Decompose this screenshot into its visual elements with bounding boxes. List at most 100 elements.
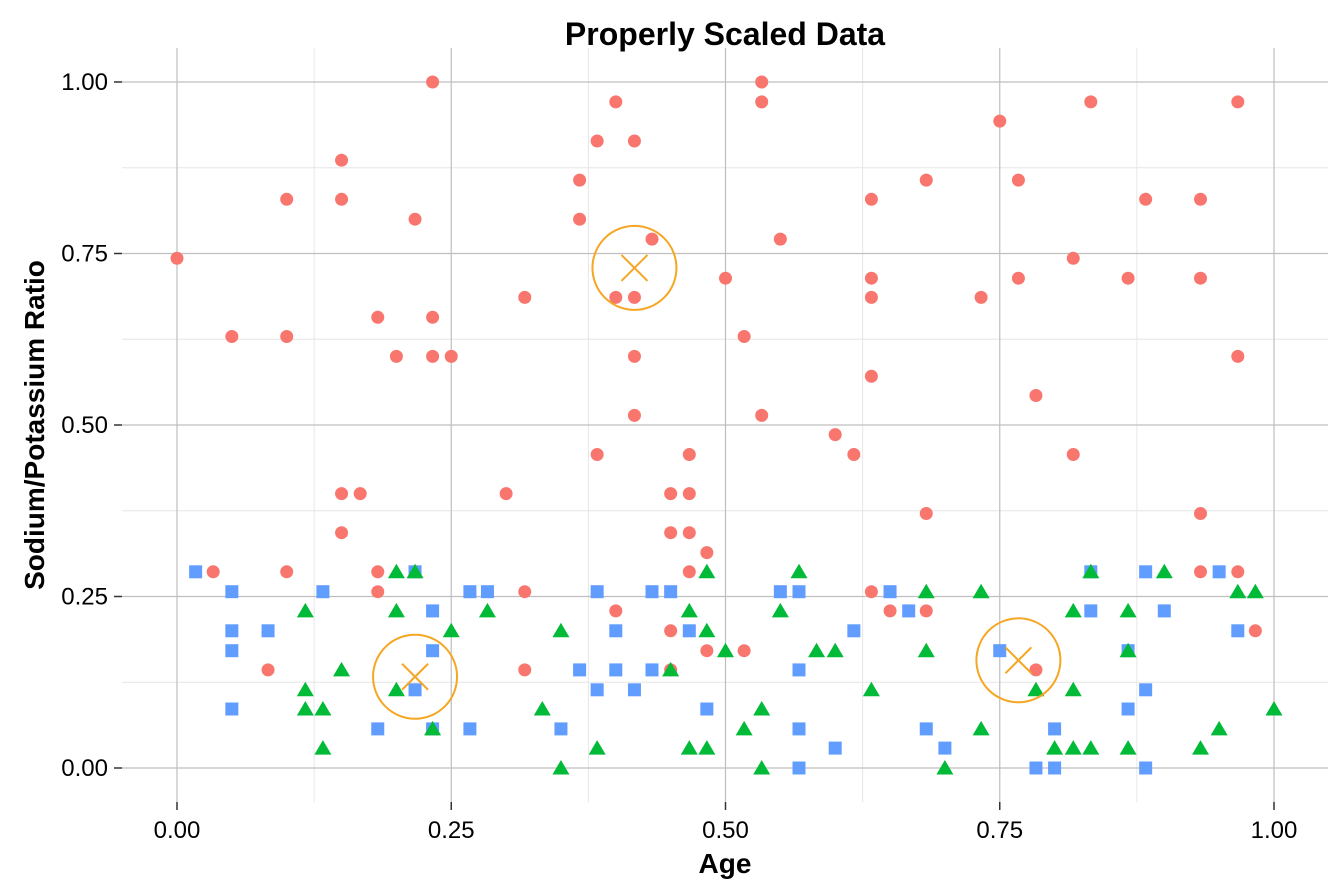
data-point-circle [700,644,714,658]
centroid-cross-stroke [620,254,649,282]
data-point-triangle [1210,720,1228,736]
data-point-circle [1139,192,1153,206]
data-point-square [1139,761,1153,775]
data-point-circle [1248,624,1262,638]
data-point-triangle [862,681,880,697]
data-point-triangle [387,681,405,697]
data-point-circle [919,506,933,520]
data-point-circle [371,310,385,324]
data-point-circle [864,271,878,285]
data-point-triangle [296,701,314,716]
data-point-square [609,624,623,638]
data-point-triangle [1265,701,1283,716]
data-point-square [847,624,861,638]
data-point-circle [335,487,349,501]
data-point-circle [864,290,878,304]
series-triangle [296,563,1283,775]
data-point-square [316,585,330,599]
data-point-triangle [753,760,771,775]
data-point-triangle [1119,602,1137,618]
data-point-circle [518,290,532,304]
tick-marks: 0.00 0.25 0.50 0.75 1.00 0.00 0.25 0.50 0.75 1.00 [61,69,1297,844]
data-point-square [1139,683,1153,697]
data-point-triangle [680,740,698,755]
data-point-triangle [808,642,826,658]
data-point-square [828,741,842,755]
data-point-circle [919,173,933,187]
data-point-triangle [972,583,990,599]
data-point-square [1084,604,1098,618]
data-point-triangle [1155,563,1173,579]
data-point-triangle [753,701,771,716]
data-point-circle [609,290,623,304]
data-point-triangle [314,740,332,755]
data-point-triangle [296,681,314,697]
data-point-circle [627,408,641,422]
data-point-triangle [406,563,424,579]
data-point-circle [755,95,769,109]
data-point-triangle [936,760,954,775]
data-point-square [627,683,641,697]
data-point-square [792,761,806,775]
data-point-square [609,663,623,677]
data-point-circle [1066,447,1080,461]
data-point-circle [1194,565,1208,579]
centroid-circle [372,633,459,720]
data-point-circle [1194,506,1208,520]
data-point-triangle [917,642,935,658]
data-point-square [1157,604,1171,618]
data-point-circle [847,447,861,461]
y-tick-label: 0.75 [61,241,108,268]
data-point-square [792,585,806,599]
data-point-square [408,683,422,697]
y-tick-label: 0.25 [61,584,108,611]
x-axis-title: Age [699,848,752,879]
data-point-triangle [424,720,442,736]
grid-lines [122,48,1328,802]
data-point-square [792,722,806,736]
data-point-circle [353,487,367,501]
data-point-triangle [1119,740,1137,755]
data-point-square [261,624,275,638]
x-tick-label: 0.00 [154,817,201,844]
x-tick-label: 1.00 [1251,817,1298,844]
data-point-triangle [1192,740,1210,755]
data-point-square [700,702,714,716]
data-point-square [463,585,477,599]
data-point-triangle [387,563,405,579]
data-point-circle [444,349,458,363]
data-point-square [938,741,952,755]
data-point-circle [1029,663,1043,677]
data-point-square [883,585,897,599]
x-tick-label: 0.25 [428,817,475,844]
series-circle [170,75,1262,677]
centroid-marker [372,633,459,720]
data-point-circle [1231,349,1245,363]
data-point-circle [1231,565,1245,579]
data-point-circle [664,526,678,540]
data-point-circle [225,330,239,344]
data-point-triangle [588,740,606,755]
data-point-circle [280,565,294,579]
data-point-circle [371,565,385,579]
data-point-circle [627,290,641,304]
data-point-circle [627,349,641,363]
data-point-square [225,644,239,658]
data-point-square [902,604,916,618]
data-point-circle [573,212,587,226]
data-point-circle [773,232,787,246]
data-point-square [682,624,696,638]
x-tick-label: 0.50 [702,817,749,844]
data-point-circle [755,75,769,89]
data-point-triangle [552,760,570,775]
data-point-circle [518,585,532,599]
data-point-circle [993,114,1007,128]
data-point-circle [335,153,349,167]
data-point-square [480,585,494,599]
data-point-circle [280,192,294,206]
data-point-circle [170,251,184,265]
data-point-triangle [826,642,844,658]
y-tick-label: 0.50 [61,412,108,439]
data-point-square [225,624,239,638]
